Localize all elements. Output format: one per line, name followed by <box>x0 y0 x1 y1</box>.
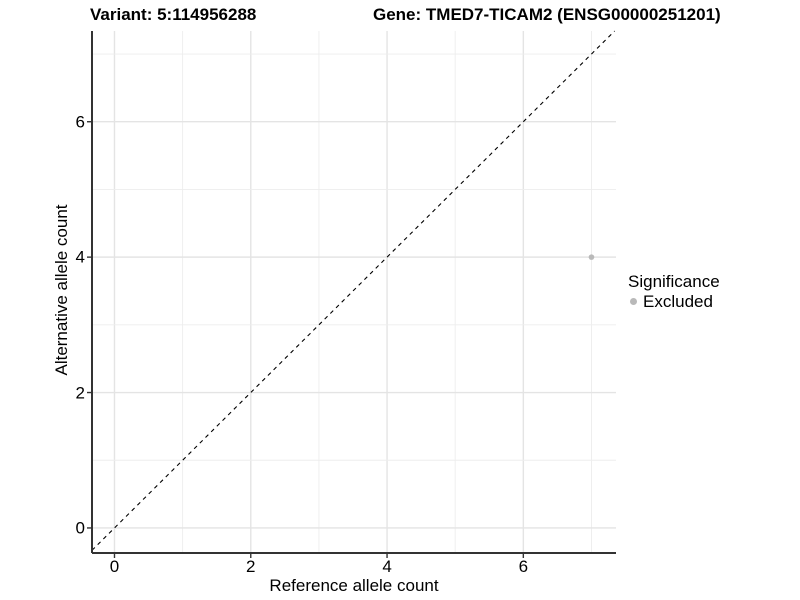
legend-title: Significance <box>628 272 720 291</box>
x-tick-label: 4 <box>382 557 392 576</box>
y-tick-label: 6 <box>75 112 85 132</box>
legend-item-label: Excluded <box>643 292 713 311</box>
legend-marker-icon <box>630 298 637 305</box>
y-tick-label: 2 <box>75 383 85 403</box>
variant-title: Variant: 5:114956288 <box>90 5 257 24</box>
legend-item-excluded: Excluded <box>626 292 720 311</box>
data-point <box>588 254 595 260</box>
y-axis-title: Alternative allele count <box>52 204 71 376</box>
x-tick-label: 6 <box>518 557 529 576</box>
legend-items: Excluded <box>626 292 720 311</box>
y-tick-label: 4 <box>75 247 85 267</box>
identity-line <box>91 30 616 551</box>
gene-title: Gene: TMED7-TICAM2 (ENSG00000251201) <box>373 5 721 24</box>
y-tick-label: 0 <box>75 518 85 538</box>
x-axis-title: Reference allele count <box>269 576 439 595</box>
legend: Significance Excluded <box>626 272 720 311</box>
x-tick-label: 2 <box>246 557 256 576</box>
x-tick-label: 0 <box>109 557 120 576</box>
